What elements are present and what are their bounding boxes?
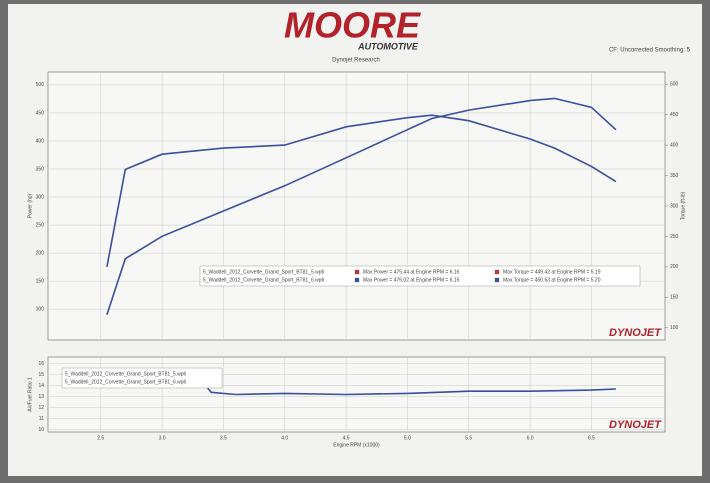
x-tick-label: 5.0: [404, 435, 411, 441]
y-tick-label: 500: [36, 82, 45, 88]
y-tick-label: 11: [39, 416, 44, 422]
legend-entry: Max Torque = 450.63 at Engine RPM = 5.20: [503, 277, 601, 283]
legend-entry: Max Torque = 449.42 at Engine RPM = 5.19: [503, 269, 601, 275]
chart: MOORE AUTOMOTIVE Dynojet Research CF: Un…: [0, 0, 710, 483]
y2-tick-label: 200: [670, 264, 679, 270]
legend-swatch: [355, 270, 359, 274]
x-tick-label: 2.5: [97, 435, 104, 441]
y-tick-label: 13: [38, 394, 44, 400]
y-tick-label: 200: [36, 250, 45, 256]
y-tick-label: 16: [38, 361, 44, 367]
note: CF: Uncorrected Smoothing: 5: [609, 48, 691, 54]
x-tick-label: 3.5: [220, 435, 227, 441]
y2-tick-label: 250: [670, 234, 679, 240]
plot-area: [48, 72, 665, 340]
y-tick-label: 12: [38, 405, 44, 411]
y2-tick-label: 300: [670, 203, 679, 209]
y2-tick-label: 150: [670, 295, 679, 301]
x-tick-label: 5.5: [465, 435, 472, 441]
logo-sub: AUTOMOTIVE: [357, 41, 419, 51]
legend-swatch: [495, 278, 499, 282]
y2-tick-label: 400: [670, 142, 679, 148]
x-axis-label: Engine RPM (x1000): [333, 442, 380, 448]
legend-entry: Max Power = 476.02 at Engine RPM = 6.15: [363, 277, 460, 283]
x-tick-label: 6.5: [588, 435, 595, 441]
legend-swatch: [355, 278, 359, 282]
y-tick-label: 300: [36, 194, 45, 200]
y-tick-label: 150: [36, 278, 45, 284]
x-tick-label: 4.5: [343, 435, 350, 441]
legend-swatch: [495, 270, 499, 274]
y-tick-label: 14: [38, 383, 44, 389]
y-tick-label: 10: [38, 427, 44, 433]
x-tick-label: 4.0: [281, 435, 288, 441]
legend-entry: 5_Waddell_2012_Corvette_Grand_Sport_BT81…: [203, 277, 325, 283]
y-tick-label: 450: [36, 110, 45, 116]
y-axis-label: Power (hp): [27, 193, 33, 218]
brand: DYNOJET: [609, 327, 662, 339]
y-tick-label: 350: [36, 166, 45, 172]
logo: MOORE: [284, 5, 421, 46]
x-tick-label: 6.0: [527, 435, 534, 441]
legend-entry: 5_Waddell_2012_Corvette_Grand_Sport_BT81…: [203, 269, 325, 275]
y2-tick-label: 100: [670, 325, 679, 331]
y-tick-label: 100: [36, 306, 45, 312]
page: MOORE AUTOMOTIVE Dynojet Research CF: Un…: [0, 0, 710, 483]
y-tick-label: 250: [36, 222, 45, 228]
y2-axis-label: Torque (ft-lb): [680, 191, 686, 220]
legend-entry: 5_Waddell_2012_Corvette_Grand_Sport_BT81…: [65, 379, 187, 385]
y-tick-label: 400: [36, 138, 45, 144]
y2-tick-label: 500: [670, 82, 679, 88]
legend-entry: 5_Waddell_2012_Corvette_Grand_Sport_BT81…: [65, 371, 187, 377]
subtitle: Dynojet Research: [332, 58, 380, 64]
y2-tick-label: 450: [670, 112, 679, 118]
y-tick-label: 15: [38, 372, 44, 378]
y-axis-label: Air/Fuel Ratio 1: [27, 377, 33, 412]
legend-entry: Max Power = 475.44 at Engine RPM = 6.16: [363, 269, 460, 275]
x-tick-label: 3.0: [159, 435, 166, 441]
y2-tick-label: 350: [670, 173, 679, 179]
brand: DYNOJET: [609, 419, 662, 431]
